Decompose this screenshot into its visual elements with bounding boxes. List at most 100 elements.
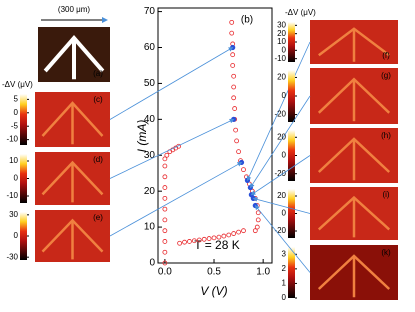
data-point <box>230 52 236 58</box>
data-point <box>162 163 168 169</box>
colorbar-tick-label: 0 <box>282 151 287 160</box>
data-point <box>162 156 168 162</box>
arrow <box>249 95 311 189</box>
data-point <box>216 234 222 240</box>
data-point <box>201 236 207 242</box>
data-point <box>162 174 168 180</box>
colorbar-tick-label: 30 <box>9 210 18 219</box>
colorbar-tick-label: 1 <box>282 279 287 288</box>
panel-label: (b) <box>241 15 253 26</box>
colorbar-tick-label: -10 <box>6 191 18 200</box>
data-point <box>221 233 227 239</box>
colorbar-tick-label: 2 <box>282 264 287 273</box>
data-point <box>182 239 187 245</box>
colorbar-tick-label: 0 <box>14 108 19 117</box>
data-point <box>162 249 168 255</box>
x-axis-label: V (V) <box>200 284 227 298</box>
data-point <box>162 206 168 212</box>
colorbar-tick-label: 30 <box>277 20 286 29</box>
x-tick-label: 0.0 <box>158 267 172 278</box>
arrow <box>250 155 311 196</box>
data-point <box>231 231 237 236</box>
colorbar-tick-label: -30 <box>6 252 18 261</box>
data-point <box>254 224 260 230</box>
y-tick-label: 20 <box>144 186 156 197</box>
x-tick-label: 0.5 <box>207 267 221 278</box>
colorbar-tick-label: 3 <box>282 249 287 258</box>
data-point <box>196 237 202 243</box>
data-point <box>234 138 240 144</box>
plot-frame <box>157 7 273 264</box>
colorbar <box>288 130 295 181</box>
arrow <box>246 41 311 182</box>
data-point <box>229 30 235 36</box>
colorbar <box>288 247 295 298</box>
data-point <box>232 106 238 111</box>
data-point <box>162 217 168 223</box>
data-point <box>252 228 258 234</box>
data-point <box>241 167 246 173</box>
data-point <box>241 228 246 234</box>
data-point <box>206 236 212 241</box>
y-tick-label: 50 <box>144 78 156 89</box>
data-point <box>231 73 237 79</box>
colorbar <box>288 22 295 62</box>
colorbar <box>288 189 295 238</box>
y-tick-label: 10 <box>144 222 156 233</box>
data-point <box>233 127 239 133</box>
y-tick-label: 40 <box>144 114 156 125</box>
data-point <box>230 63 236 68</box>
colorbar <box>20 94 27 145</box>
colorbar-tick-label: 0 <box>282 91 287 100</box>
arrow <box>109 118 235 179</box>
panel-label: (a) <box>93 69 103 78</box>
colorbar-tick-label: 5 <box>14 94 19 103</box>
data-point <box>162 239 168 244</box>
data-point <box>231 95 237 101</box>
y-tick-label: 60 <box>144 42 156 53</box>
data-point <box>255 210 261 216</box>
panel-label: (k) <box>381 248 391 257</box>
unit-label: -ΔV (μV) <box>2 80 33 89</box>
y-tick-label: 0 <box>149 258 155 269</box>
data-point <box>236 229 241 235</box>
colorbar-tick-label: 20 <box>277 29 286 38</box>
data-point <box>162 185 168 190</box>
panel-label: (c) <box>93 95 103 104</box>
data-point <box>226 232 232 238</box>
colorbar-tick-label: 20 <box>277 191 286 200</box>
colorbar <box>288 70 295 122</box>
y-axis-label: I (mA) <box>135 120 149 153</box>
panel-label: (g) <box>381 71 391 80</box>
colorbar-tick-label: 10 <box>277 37 286 46</box>
arrow <box>109 162 243 237</box>
arrow <box>252 197 311 214</box>
colorbar-tick-label: 0 <box>14 174 19 183</box>
panel-label: (h) <box>381 131 391 140</box>
data-point <box>162 228 168 234</box>
panel-label: (i) <box>382 190 389 199</box>
data-point <box>211 235 217 241</box>
scale-label: (300 μm) <box>58 5 91 14</box>
panel-label: (e) <box>93 213 103 222</box>
y-tick-label: 70 <box>144 6 156 17</box>
arrow <box>254 204 311 273</box>
colorbar-tick-label: -20 <box>274 169 286 178</box>
colorbar-tick-label: -20 <box>274 226 286 235</box>
colorbar-tick-label: 0 <box>282 293 287 302</box>
colorbar-tick-label: -10 <box>6 135 18 144</box>
y-tick-label: 30 <box>144 150 156 161</box>
colorbar <box>20 212 27 260</box>
data-point <box>162 195 168 201</box>
colorbar-tick-label: 0 <box>282 45 287 54</box>
data-point <box>255 217 261 223</box>
data-point <box>164 152 170 158</box>
unit-label: -ΔV (μV) <box>285 8 316 17</box>
colorbar-tick-label: 10 <box>9 156 18 165</box>
colorbar <box>20 154 27 203</box>
colorbar-tick-label: -10 <box>274 54 286 63</box>
colorbar-tick-label: 20 <box>277 73 286 82</box>
annotation: T = 28 K <box>194 238 239 252</box>
data-point <box>229 19 235 25</box>
